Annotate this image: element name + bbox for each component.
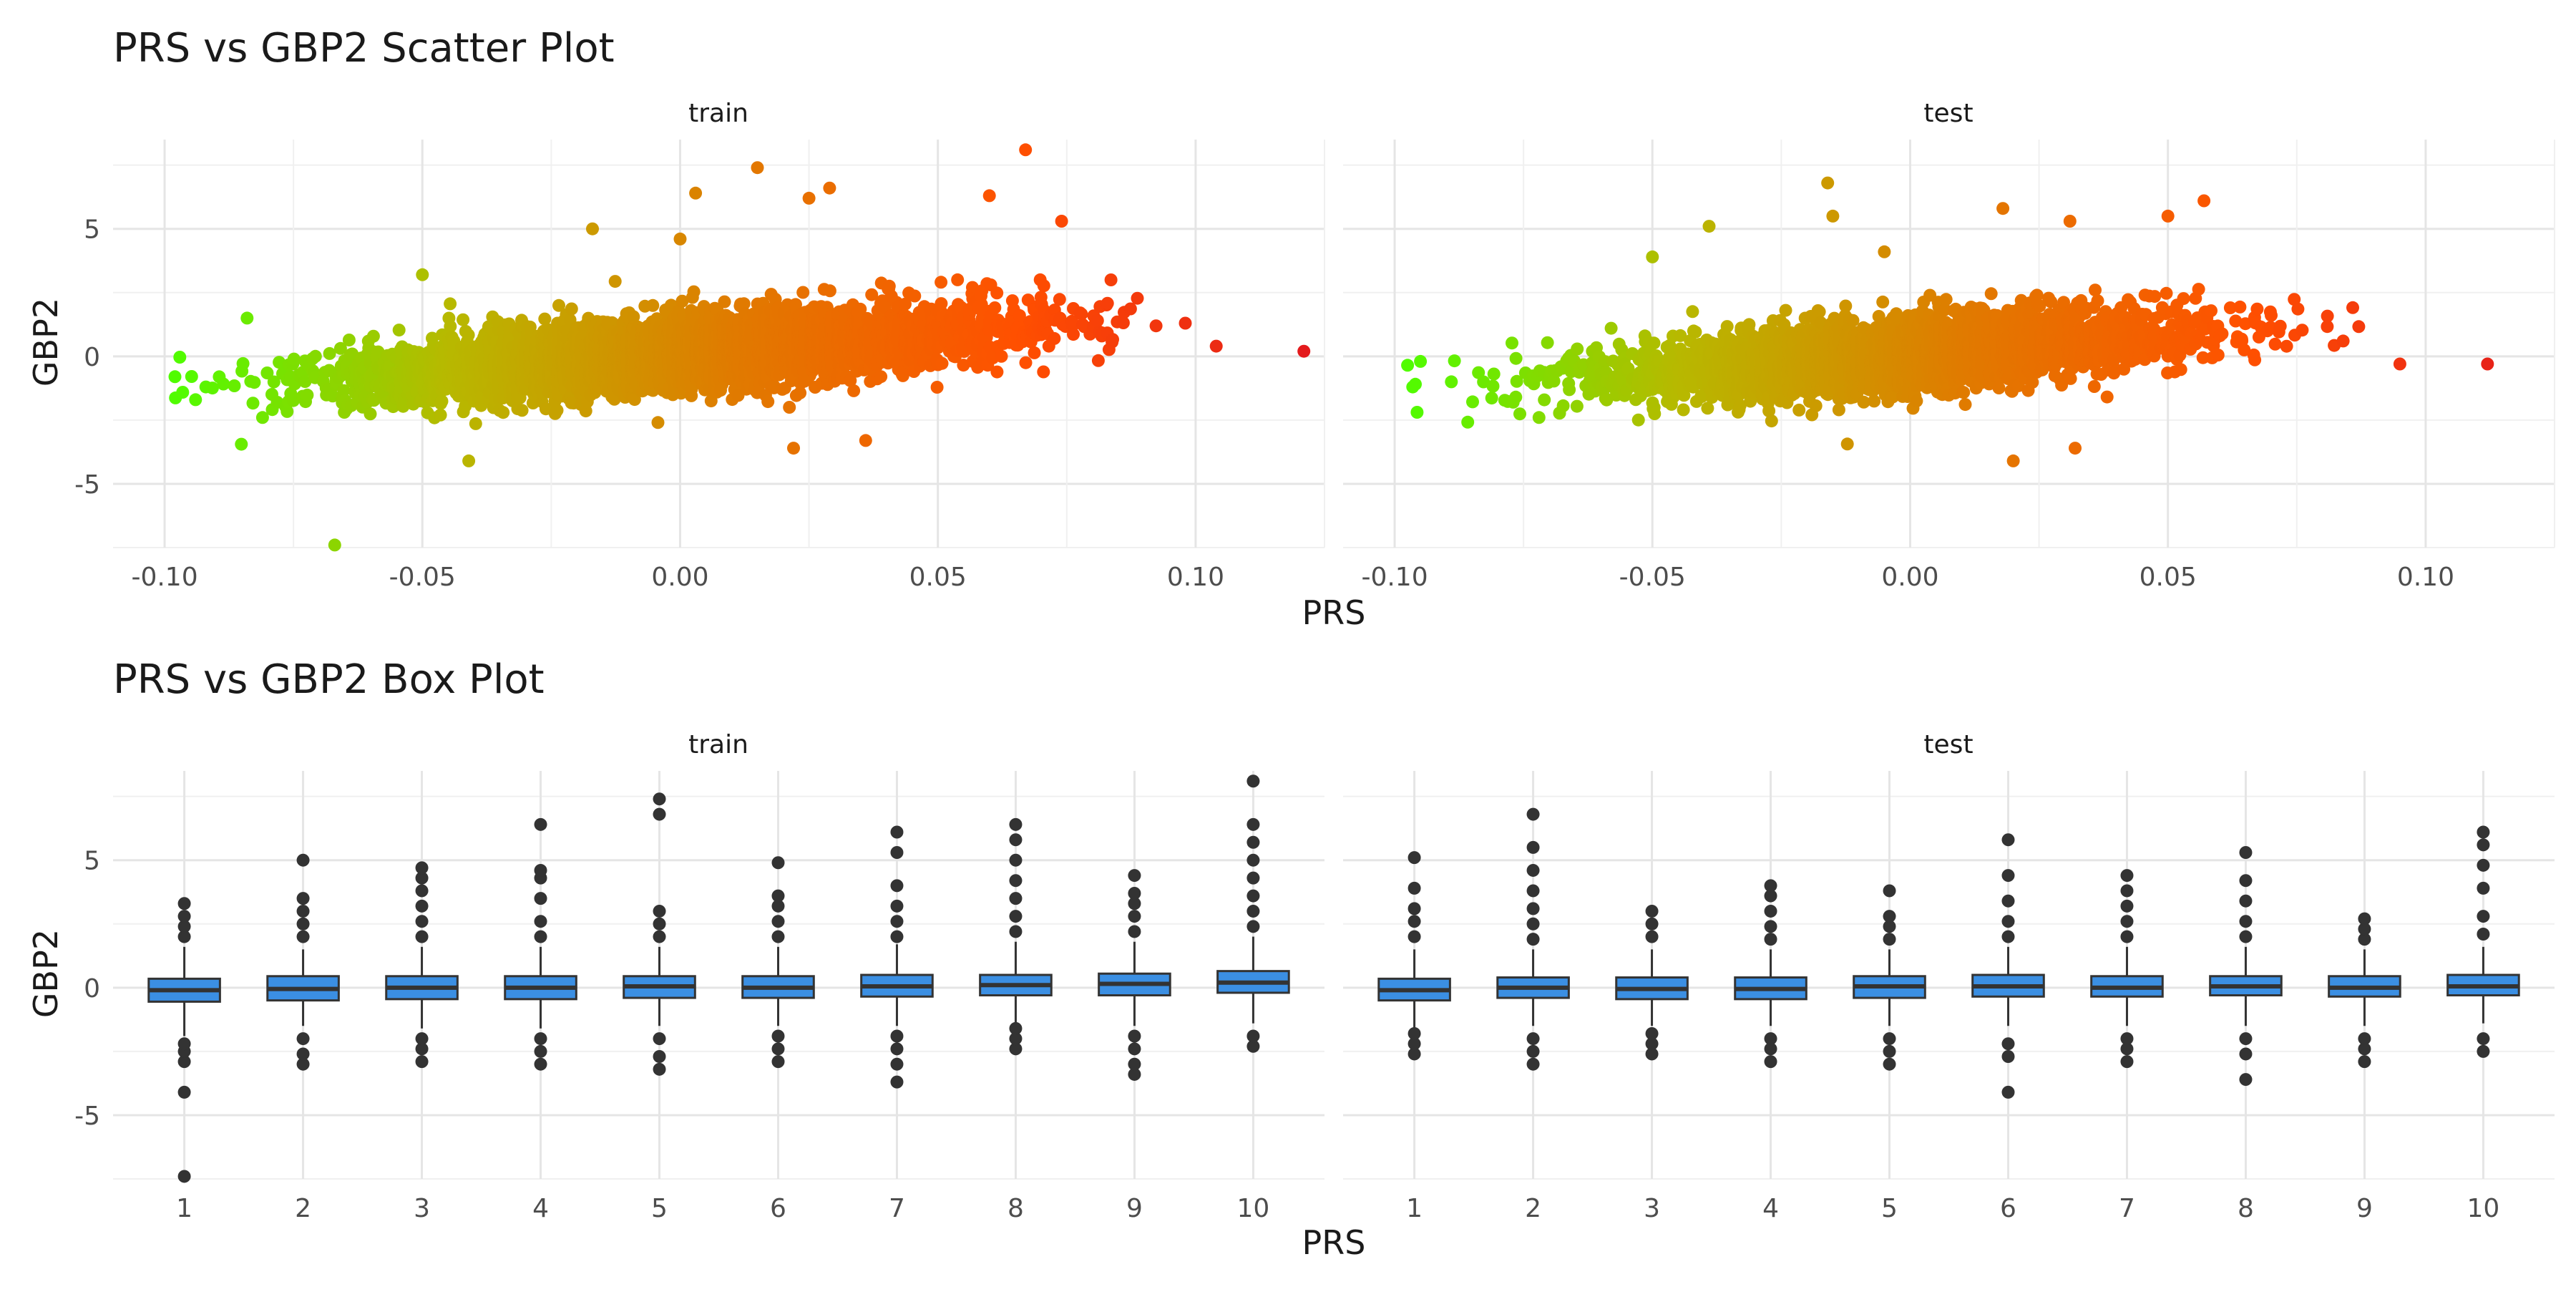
scatter-y-axis-title: GBP2 (26, 298, 65, 387)
scatter-point (367, 330, 380, 343)
scatter-point (718, 296, 731, 309)
scatter-point (497, 406, 509, 419)
scatter-point (309, 350, 322, 363)
scatter-point (434, 409, 447, 422)
scatter-point (248, 376, 260, 389)
box-title: PRS vs GBP2 Box Plot (113, 656, 545, 703)
scatter-point (444, 297, 457, 310)
scatter-facet-test-label: test (1923, 99, 1973, 128)
scatter-point (393, 324, 406, 336)
scatter-point (288, 353, 301, 366)
box-facet-train-label: train (688, 730, 748, 759)
scatter-point (462, 329, 475, 341)
scatter-point (228, 379, 241, 392)
scatter-point (874, 370, 887, 383)
scatter-point (343, 334, 356, 346)
box-y-axis-title: GBP2 (26, 929, 65, 1018)
scatter-point (646, 299, 659, 312)
scatter-point (783, 401, 796, 414)
scatter-facet-train-label: train (688, 99, 748, 128)
box-facet-test-label: test (1923, 730, 1973, 759)
scatter-point (301, 389, 313, 402)
scatter-point (237, 357, 250, 370)
scatter-point (469, 417, 482, 430)
scatter-point (908, 290, 921, 303)
scatter-x-axis-title: PRS (1302, 593, 1366, 632)
scatter-point (176, 386, 189, 399)
scatter-point (173, 351, 186, 364)
scatter-point (609, 275, 622, 288)
scatter-point (364, 407, 377, 420)
scatter-point (247, 397, 260, 409)
scatter-point (457, 314, 469, 326)
box-x-axis-title: PRS (1302, 1223, 1366, 1262)
scatter-point (516, 404, 529, 417)
scatter-point (761, 395, 774, 408)
scatter-point (185, 370, 198, 383)
scatter-point (688, 286, 701, 298)
scatter-point (551, 404, 564, 417)
scatter-point (206, 382, 219, 394)
scatter-point (217, 378, 230, 391)
scatter-point (824, 284, 836, 297)
scatter-point (235, 438, 248, 451)
scatter-title: PRS vs GBP2 Scatter Plot (113, 25, 615, 72)
scatter-point (444, 320, 457, 333)
scatter-point (652, 416, 665, 429)
scatter-point (796, 286, 809, 299)
scatter-point (323, 347, 336, 360)
scatter-point (847, 384, 860, 397)
scatter-point (565, 303, 578, 316)
